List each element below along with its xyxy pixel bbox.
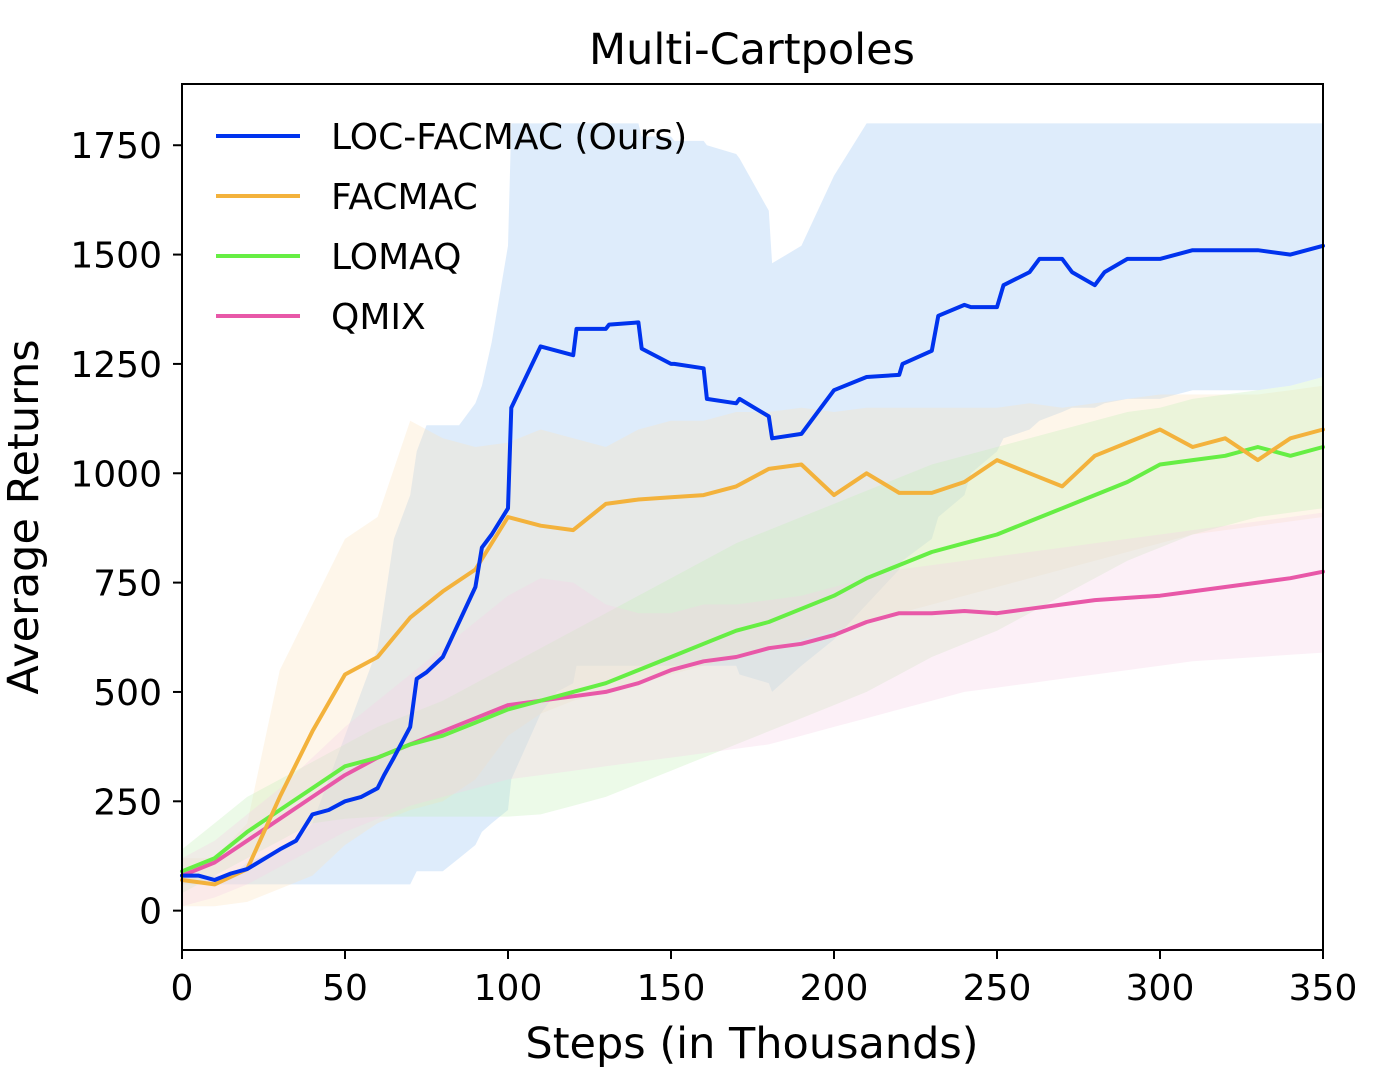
x-tick-label: 100 <box>474 968 543 1009</box>
legend: LOC-FACMAC (Ours) FACMAC LOMAQ QMIX <box>216 117 687 338</box>
x-tick-label: 350 <box>1289 968 1358 1009</box>
facmac-legend-label: FACMAC <box>331 177 478 218</box>
qmix-band <box>182 512 1323 907</box>
x-tick-label: 300 <box>1126 968 1195 1009</box>
y-tick-label: 0 <box>139 892 162 933</box>
y-tick-label: 1000 <box>70 454 162 495</box>
chart-title: Multi-Cartpoles <box>589 25 915 75</box>
loc-facmac-ours-line <box>180 243 1325 882</box>
y-tick-label: 500 <box>93 673 162 714</box>
facmac-line <box>180 427 1325 887</box>
facmac-band <box>182 385 1323 907</box>
y-tick-label: 750 <box>93 564 162 605</box>
confidence-bands <box>182 123 1323 907</box>
x-axis: 0 50 100 150 200 250 300 350 <box>171 950 1358 1009</box>
y-tick-label: 1250 <box>70 345 162 386</box>
y-tick-label: 1500 <box>70 236 162 277</box>
qmix-legend-label: QMIX <box>331 297 426 338</box>
x-tick-label: 0 <box>171 968 194 1009</box>
y-tick-label: 250 <box>93 782 162 823</box>
loc-facmac-ours-legend-label: LOC-FACMAC (Ours) <box>331 117 687 158</box>
y-axis-label: Average Returns <box>0 339 49 694</box>
plot-frame <box>181 83 1324 951</box>
y-tick-label: 1750 <box>70 126 162 167</box>
lomaq-band <box>182 377 1323 894</box>
x-tick-label: 250 <box>963 968 1032 1009</box>
x-tick-label: 50 <box>322 968 368 1009</box>
lomaq-legend-label: LOMAQ <box>331 237 462 278</box>
series-lines <box>180 243 1325 887</box>
x-tick-label: 150 <box>637 968 706 1009</box>
y-axis: 0 250 500 750 1000 1250 1500 1750 <box>70 126 182 933</box>
loc-facmac-ours-band <box>182 123 1323 885</box>
x-axis-label: Steps (in Thousands) <box>525 1019 978 1069</box>
lomaq-line <box>180 445 1325 874</box>
x-tick-label: 200 <box>800 968 869 1009</box>
